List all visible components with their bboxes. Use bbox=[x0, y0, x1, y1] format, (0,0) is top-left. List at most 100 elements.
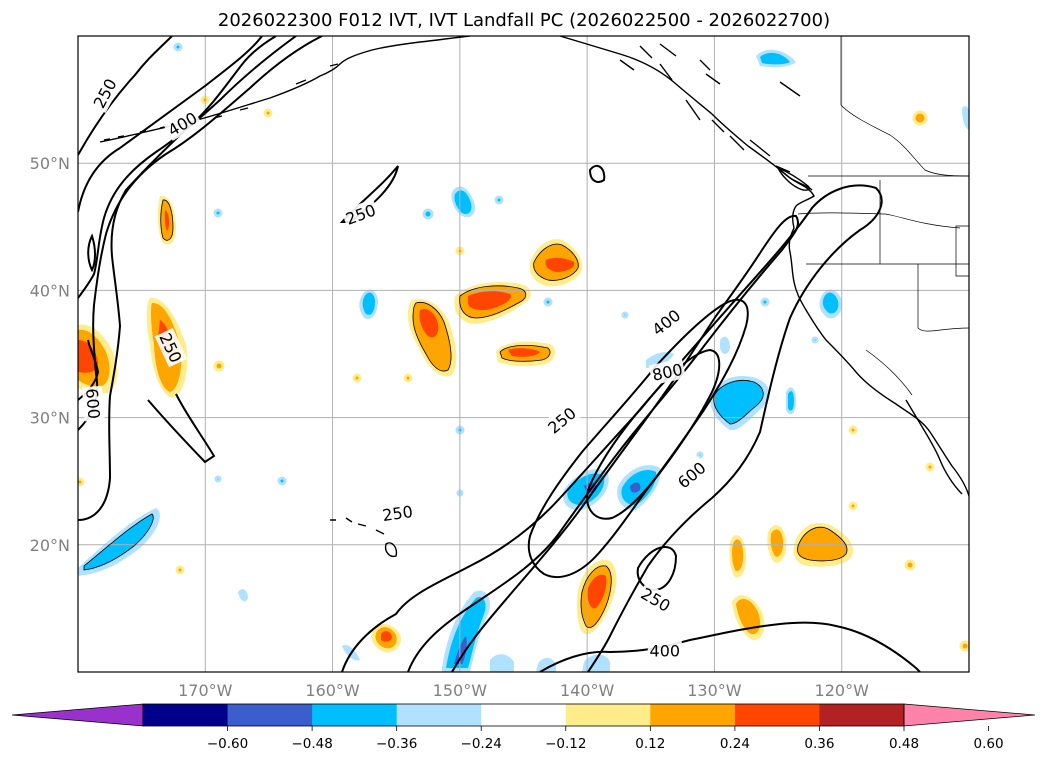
contour-label: 250 bbox=[87, 73, 122, 113]
contour-label-bg bbox=[646, 303, 686, 341]
colorbar-segment bbox=[481, 704, 567, 726]
colorbar-tick-label: −0.60 bbox=[207, 736, 248, 752]
contour-label-bg bbox=[648, 358, 687, 386]
contour-label-bg bbox=[636, 582, 676, 617]
contour-label: 400 bbox=[647, 640, 682, 661]
lon-tick-label: 120°W bbox=[815, 681, 870, 700]
contour-label-bg bbox=[81, 385, 105, 422]
ivt-contours bbox=[78, 36, 921, 672]
ivt-contour-250 bbox=[636, 546, 678, 592]
negative-pc-blob bbox=[238, 106, 969, 672]
ivt-contour-250 bbox=[78, 36, 173, 156]
negative-pc-blob bbox=[709, 376, 770, 431]
contour-label-bg bbox=[542, 401, 582, 439]
pc-outlines bbox=[83, 199, 848, 628]
colorbar-tick-label: 0.24 bbox=[720, 736, 750, 752]
bc-coast bbox=[775, 165, 815, 207]
baja-coast bbox=[905, 399, 963, 495]
positive-pc-blob bbox=[729, 535, 747, 578]
colorbar-segment bbox=[819, 704, 905, 726]
positive-pc-blob bbox=[767, 525, 787, 563]
hawaii-islands bbox=[330, 517, 398, 558]
contour-label-bg bbox=[162, 106, 203, 141]
colorbar-frame bbox=[142, 703, 905, 727]
positive-pc-blob bbox=[157, 195, 176, 245]
lon-tick-label: 130°W bbox=[687, 681, 742, 700]
colorbar-segment bbox=[143, 704, 229, 726]
lon-tick-label: 170°W bbox=[178, 681, 233, 700]
lat-tick-label: 50°N bbox=[30, 154, 70, 173]
negative-pc-blob bbox=[819, 289, 843, 319]
positive-pc-blob bbox=[371, 623, 401, 653]
contour-label-text: 250 bbox=[381, 502, 414, 525]
alaska-islands bbox=[619, 43, 801, 173]
colorbar-tick-label: 0.48 bbox=[889, 736, 919, 752]
contour-label-bg bbox=[154, 328, 188, 368]
colorbar-segment bbox=[396, 704, 482, 726]
ivt-contour-600 bbox=[527, 298, 749, 579]
colorbar-segment bbox=[312, 704, 398, 726]
contour-label-bg bbox=[379, 500, 416, 526]
contour-label-text: 400 bbox=[650, 641, 681, 660]
colorbar-tick-label: −0.12 bbox=[545, 736, 586, 752]
map-frame bbox=[77, 35, 970, 673]
ivt-contour-250 bbox=[341, 184, 883, 672]
colorbar-segment bbox=[734, 704, 820, 726]
colorbar-segment bbox=[227, 704, 313, 726]
negative-pc-blob bbox=[617, 465, 661, 511]
positive-pc-blob bbox=[732, 595, 765, 641]
ivt-contour-400 bbox=[539, 621, 921, 672]
negative-pc-blob bbox=[442, 590, 491, 672]
colorbar-tick-label: 0.60 bbox=[974, 736, 1004, 752]
colorbar-tick-label: −0.24 bbox=[461, 736, 502, 752]
colorbar-extend-low bbox=[11, 703, 144, 727]
ivt-contour-400 bbox=[78, 36, 297, 299]
negative-pc-blob bbox=[451, 186, 476, 218]
contour-label-bg bbox=[672, 456, 711, 494]
pc-shading bbox=[78, 42, 969, 672]
ivt-contour-250 bbox=[87, 233, 96, 273]
ivt-contour-250 bbox=[78, 36, 263, 213]
positive-pc-blob bbox=[454, 282, 531, 324]
ivt-contour-250 bbox=[78, 36, 323, 431]
borders bbox=[797, 36, 969, 396]
map-title: 2026022300 F012 IVT, IVT Landfall PC (20… bbox=[218, 10, 830, 31]
colorbar-tick-label: −0.48 bbox=[291, 736, 332, 752]
contour-label-bg bbox=[341, 198, 380, 230]
positive-pc-dot bbox=[78, 95, 969, 652]
negative-pc-blob bbox=[756, 49, 796, 68]
contour-label: 250 bbox=[379, 500, 416, 526]
lat-tick-label: 40°N bbox=[30, 281, 70, 300]
lon-tick-label: 160°W bbox=[305, 681, 360, 700]
colorbar-tick-label: 0.36 bbox=[804, 736, 834, 752]
colorbar-segment bbox=[565, 704, 651, 726]
ivt-contour-250 bbox=[588, 164, 606, 183]
contour-label: 600 bbox=[81, 385, 105, 422]
ivt-contour-250 bbox=[147, 393, 216, 464]
lat-tick-label: 20°N bbox=[30, 536, 70, 555]
contour-label-bg bbox=[647, 640, 682, 661]
ivt-contour-400 bbox=[407, 214, 800, 672]
contour-label-text: 600 bbox=[82, 388, 104, 420]
colorbar-segment bbox=[650, 704, 736, 726]
vancouver-island bbox=[776, 166, 810, 191]
negative-pc-blob bbox=[359, 289, 378, 320]
positive-pc-blob bbox=[408, 298, 457, 377]
negative-pc-blob bbox=[78, 508, 160, 576]
aleutian-islands bbox=[103, 63, 339, 141]
lon-tick-label: 140°W bbox=[560, 681, 615, 700]
colorbar: −0.60 −0.48 −0.36 −0.24 −0.12 0.12 0.24 0.36 0.4… bbox=[11, 703, 1036, 752]
lat-tick-label: 30°N bbox=[30, 409, 70, 428]
colorbar-tick-label: 0.12 bbox=[635, 736, 665, 752]
ivt-contour-400 bbox=[78, 36, 277, 521]
contour-label-bg bbox=[87, 73, 122, 113]
colorbar-tick-label: −0.36 bbox=[376, 736, 417, 752]
positive-pc-blob bbox=[529, 239, 583, 287]
colorbar-extend-high bbox=[903, 703, 1036, 727]
lon-tick-label: 150°W bbox=[433, 681, 488, 700]
west-coast bbox=[788, 205, 969, 497]
axis-ticks: 50°N 40°N 30°N 20°N 170°W 160°W 150°W 140°W 130°… bbox=[30, 154, 869, 700]
